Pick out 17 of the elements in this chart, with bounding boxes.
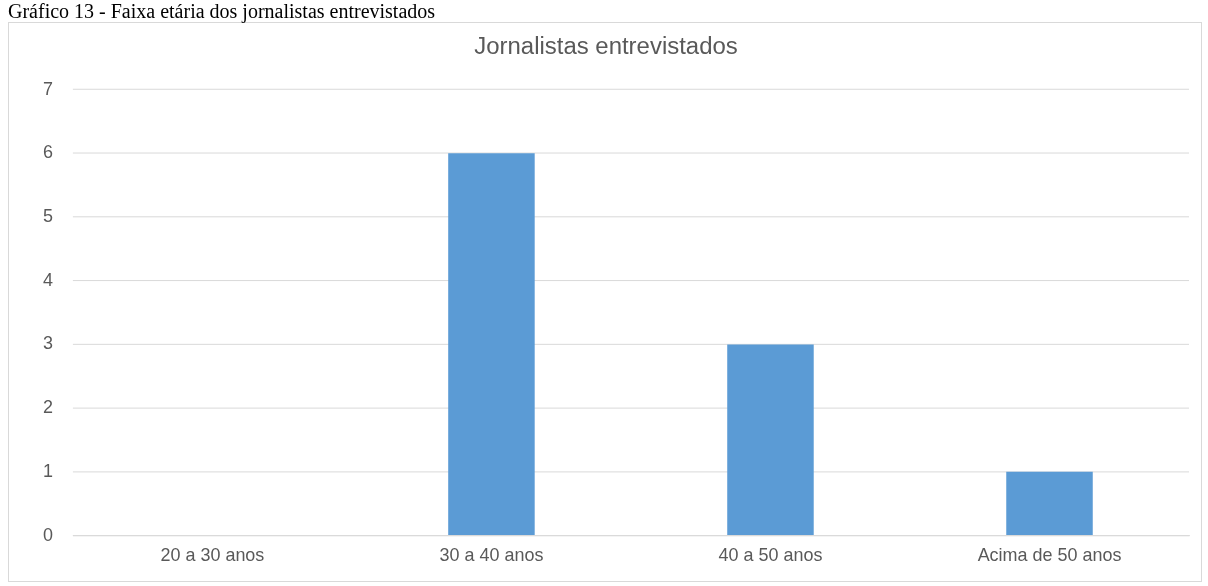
- y-tick-label: 6: [42, 142, 53, 163]
- bar: [1006, 471, 1093, 536]
- x-tick-label: 20 a 30 anos: [160, 545, 265, 566]
- y-tick-label: 2: [42, 397, 53, 418]
- y-tick-label: 4: [42, 269, 53, 290]
- y-tick-label: 7: [42, 78, 53, 99]
- y-tick-label: 5: [42, 205, 53, 226]
- chart-title: Jornalistas entrevistados: [474, 31, 738, 59]
- x-tick-label: 40 a 50 anos: [718, 545, 823, 566]
- bar: [448, 153, 535, 536]
- x-tick-label: 30 a 40 anos: [439, 545, 544, 566]
- y-tick-label: 0: [42, 524, 53, 545]
- y-tick-label: 3: [42, 333, 53, 354]
- text: Gráfico 13 - Faixa etária dos jornalistas entrevistados: [8, 0, 437, 22]
- bar: [727, 344, 814, 536]
- x-tick-label: Acima de 50 anos: [977, 545, 1122, 566]
- y-tick-label: 1: [42, 460, 53, 481]
